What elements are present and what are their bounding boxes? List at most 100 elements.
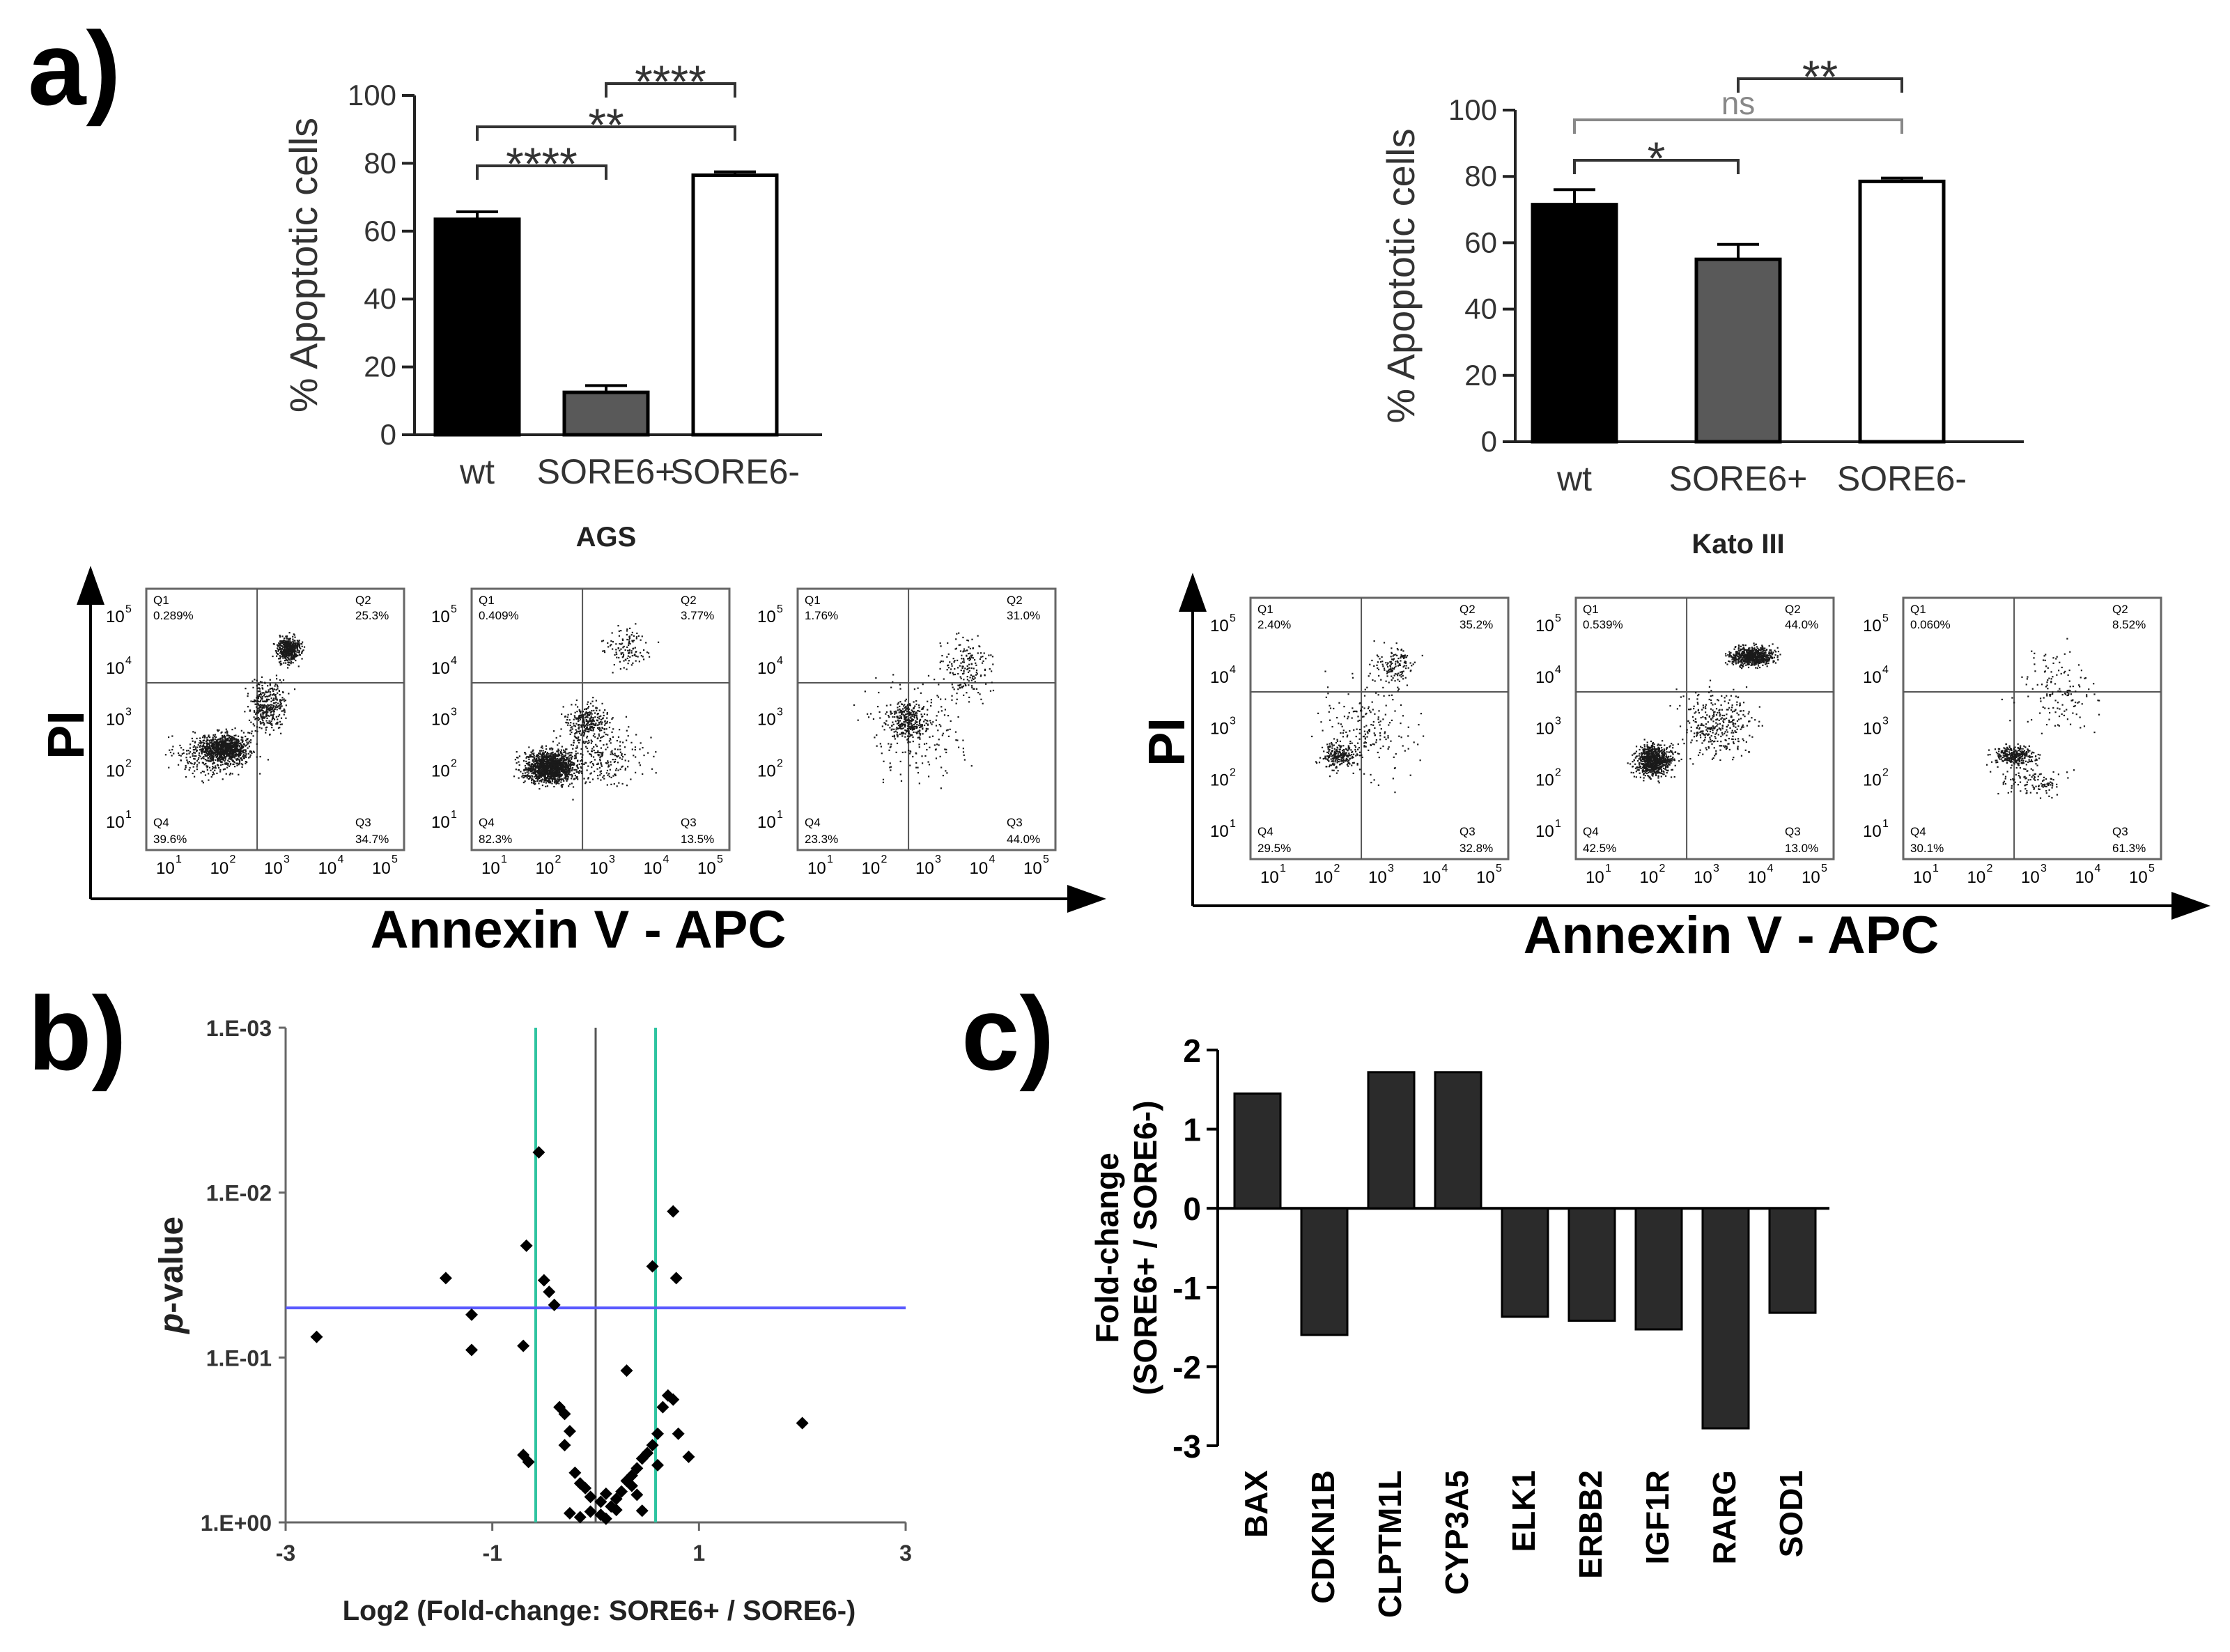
cell-event <box>899 725 901 727</box>
cell-event <box>189 762 192 764</box>
cell-event <box>264 711 266 713</box>
cell-event <box>543 759 545 761</box>
cell-event <box>992 663 994 665</box>
cell-event <box>624 746 626 748</box>
cell-event <box>261 692 264 694</box>
cell-event <box>586 714 589 716</box>
x-tick-exponent: 2 <box>881 854 888 865</box>
cell-event <box>237 750 239 752</box>
cell-event <box>982 702 984 704</box>
quadrant-name: Q1 <box>479 594 495 607</box>
cell-event <box>245 744 247 746</box>
cell-event <box>576 764 578 766</box>
cell-event <box>288 647 291 649</box>
cell-event <box>557 755 559 757</box>
cell-event <box>888 714 890 717</box>
cell-event <box>215 746 217 748</box>
cell-event <box>564 748 567 750</box>
cell-event <box>584 741 587 743</box>
cell-event <box>212 746 214 749</box>
cell-event <box>528 758 530 760</box>
cell-event <box>569 768 571 771</box>
cell-event <box>613 783 615 785</box>
cell-event <box>1315 761 1317 763</box>
cell-event <box>527 762 529 764</box>
annexin-axis-label: Annexin V - APC <box>371 900 787 959</box>
cell-event <box>892 721 894 723</box>
cell-event <box>235 755 237 757</box>
cell-event <box>256 711 258 713</box>
cell-event <box>211 748 214 750</box>
cell-event <box>906 716 908 718</box>
cell-event <box>288 693 290 695</box>
cell-event <box>279 647 281 649</box>
cell-event <box>285 635 287 638</box>
cell-event <box>899 701 901 703</box>
cell-event <box>885 723 887 725</box>
cell-event <box>889 746 891 748</box>
cell-event <box>195 748 197 750</box>
y-tick-exponent: 3 <box>125 707 132 718</box>
cell-event <box>536 778 538 780</box>
cell-event <box>535 770 537 773</box>
cell-event <box>608 726 611 729</box>
cell-event <box>243 743 245 746</box>
cell-event <box>574 716 576 718</box>
cell-event <box>286 649 288 651</box>
cell-event <box>214 749 216 751</box>
cell-event <box>598 728 600 731</box>
y-tick-label: 10 <box>106 711 125 729</box>
cell-event <box>913 727 915 729</box>
cell-event <box>203 771 205 773</box>
cell-event <box>645 642 647 644</box>
cell-event <box>905 707 907 709</box>
cell-event <box>588 720 590 723</box>
cell-event <box>217 739 219 741</box>
cell-event <box>263 711 265 713</box>
cell-event <box>193 751 195 753</box>
cell-event <box>249 741 252 743</box>
cell-event <box>233 739 235 741</box>
cell-event <box>1338 759 1340 761</box>
cell-event <box>257 702 259 705</box>
cell-event <box>595 707 597 709</box>
cell-event <box>606 784 608 786</box>
cell-event <box>245 745 247 747</box>
cell-event <box>543 756 545 758</box>
cell-event <box>915 725 917 727</box>
cell-event <box>270 711 272 714</box>
cell-event <box>541 765 544 767</box>
cell-event <box>536 754 539 756</box>
y-tick-label: 10 <box>757 762 776 780</box>
cell-event <box>937 696 940 698</box>
cell-event <box>916 725 918 727</box>
cell-event <box>538 757 540 760</box>
cell-event <box>224 759 226 761</box>
cell-event <box>602 751 604 753</box>
cell-event <box>540 769 542 771</box>
cell-event <box>539 759 541 762</box>
cell-event <box>1338 760 1340 763</box>
cell-event <box>963 672 965 674</box>
cell-event <box>607 734 609 736</box>
cell-event <box>529 769 532 771</box>
cell-event <box>263 695 265 697</box>
cell-event <box>549 755 551 757</box>
cell-event <box>263 717 265 719</box>
cell-event <box>968 680 970 682</box>
cell-event <box>593 723 595 725</box>
cell-event <box>534 757 536 759</box>
cell-event <box>1343 750 1345 752</box>
cell-event <box>1341 749 1344 752</box>
cell-event <box>624 769 626 771</box>
cell-event <box>249 709 251 711</box>
cell-event <box>566 764 568 766</box>
cell-event <box>552 753 555 755</box>
cell-event <box>559 750 562 753</box>
cell-event <box>201 752 203 755</box>
cell-event <box>236 764 238 766</box>
cell-event <box>288 658 290 660</box>
cell-event <box>242 755 245 757</box>
